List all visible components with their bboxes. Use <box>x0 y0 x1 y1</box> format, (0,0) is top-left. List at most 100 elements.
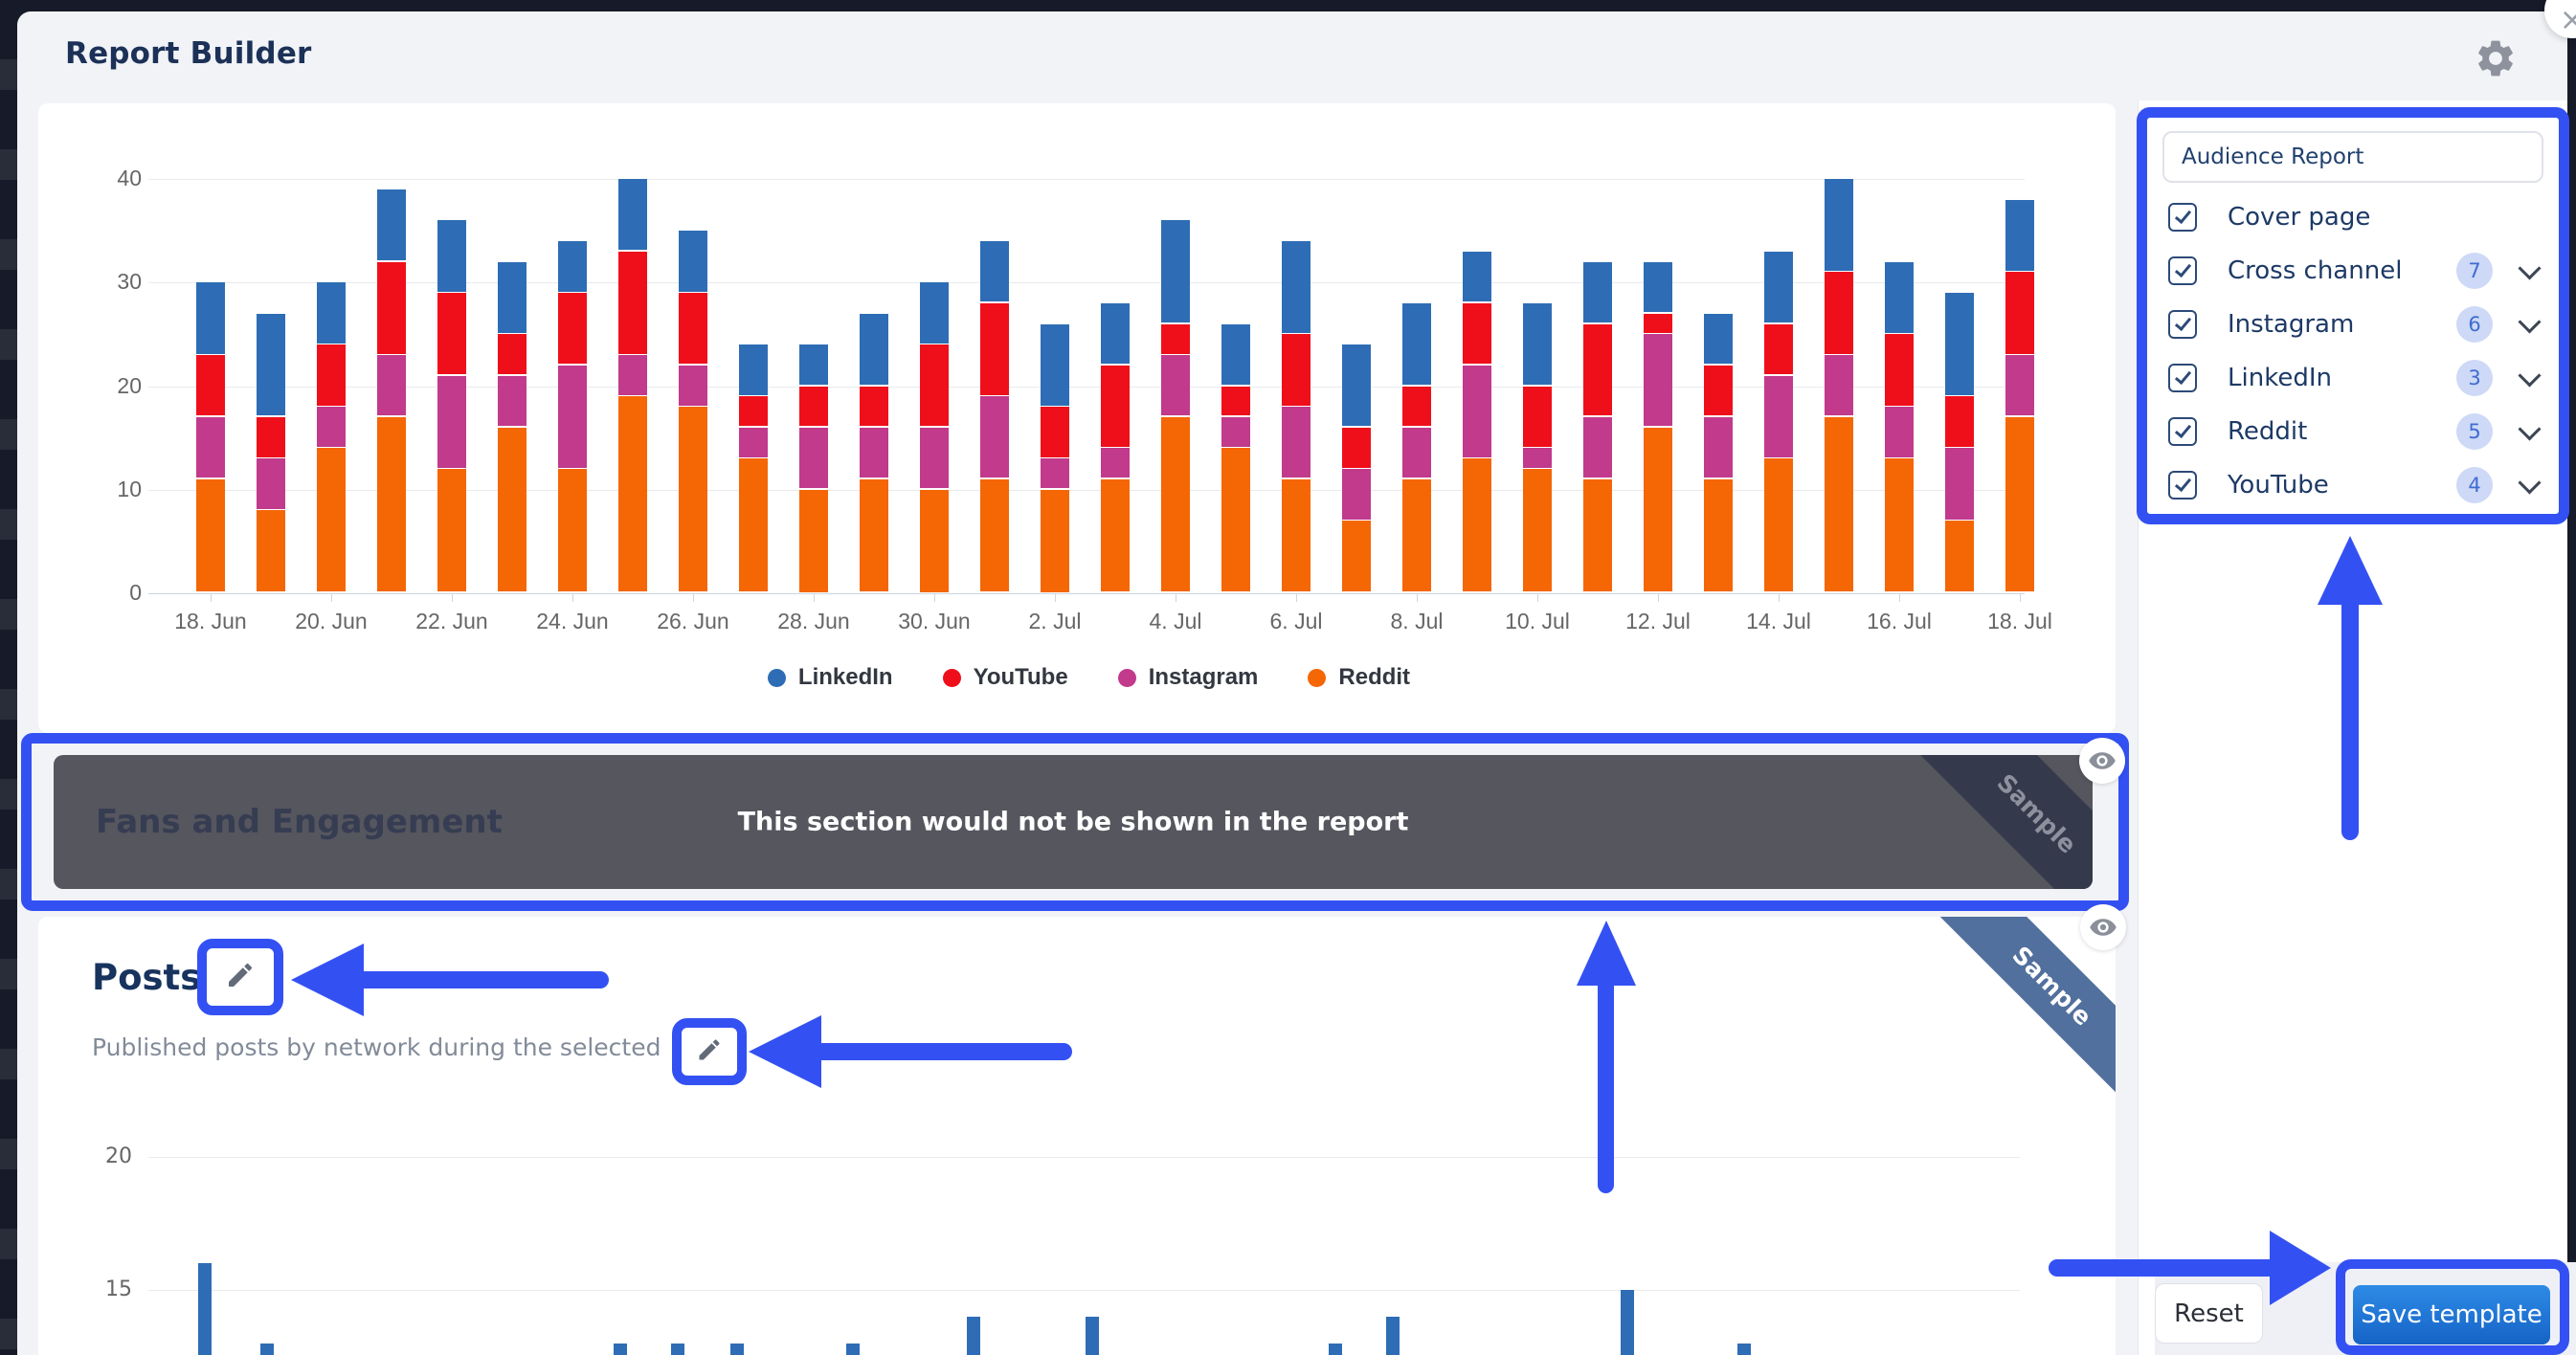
x-axis-tick <box>934 593 935 602</box>
legend-swatch <box>1117 668 1136 687</box>
edit-pencil-icon[interactable] <box>225 960 256 994</box>
x-axis-tick <box>2020 593 2021 602</box>
page-title: Report Builder <box>65 36 312 71</box>
bar-segment-instagram <box>1704 416 1733 478</box>
chevron-down-icon[interactable] <box>2518 363 2542 388</box>
chevron-down-icon[interactable] <box>2518 416 2542 441</box>
checkbox-reddit[interactable] <box>2168 417 2197 446</box>
legend-item-linkedin[interactable]: LinkedIn <box>767 664 893 691</box>
bar-segment-reddit <box>980 478 1009 592</box>
y-axis-label: 40 <box>117 166 142 190</box>
posts-bar <box>260 1343 275 1355</box>
checkbox-youtube[interactable] <box>2168 471 2197 500</box>
toggle-visibility-eye-icon[interactable] <box>2079 738 2125 784</box>
bar-segment-linkedin <box>1583 261 1612 323</box>
bar-segment-instagram <box>377 355 406 416</box>
posts-bar <box>671 1343 685 1355</box>
bar-segment-instagram <box>799 427 828 489</box>
section-label: Cover page <box>2228 203 2371 232</box>
bar-segment-instagram <box>558 365 587 468</box>
bar-segment-youtube <box>257 416 285 457</box>
x-axis-label: 4. Jul <box>1149 609 1202 633</box>
bar-segment-instagram <box>498 375 526 427</box>
count-badge: 3 <box>2456 360 2493 396</box>
posts-section-description: Published posts by network during the se… <box>92 1033 661 1061</box>
bar-segment-youtube <box>1583 323 1612 416</box>
bar-segment-youtube <box>1825 272 1853 354</box>
x-axis-label: 6. Jul <box>1269 609 1323 633</box>
posts-bar <box>197 1263 212 1355</box>
bar-segment-linkedin <box>1342 344 1371 427</box>
posts-bar <box>1085 1316 1099 1355</box>
y-axis-label: 20 <box>105 1144 132 1168</box>
legend-item-instagram[interactable]: Instagram <box>1117 664 1258 691</box>
bar-segment-instagram <box>860 427 888 478</box>
report-name-input[interactable] <box>2162 131 2543 183</box>
checkbox-linkedin[interactable] <box>2168 364 2197 392</box>
bar-segment-reddit <box>377 416 406 592</box>
bar-segment-youtube <box>1523 386 1552 447</box>
modal-header: Report Builder <box>17 11 2567 101</box>
bar-segment-linkedin <box>1221 323 1250 385</box>
posts-bar <box>1386 1316 1400 1355</box>
bar-segment-reddit <box>1583 478 1612 592</box>
section-row-linkedin[interactable]: LinkedIn 3 <box>2147 351 2559 405</box>
bar-segment-instagram <box>1945 448 1974 520</box>
bar-segment-reddit <box>618 396 647 592</box>
section-row-cross-channel[interactable]: Cross channel 7 <box>2147 244 2559 298</box>
toggle-visibility-eye-icon[interactable] <box>2080 904 2126 950</box>
bar-segment-youtube <box>1221 386 1250 416</box>
bar-segment-instagram <box>1282 407 1310 478</box>
bar-segment-instagram <box>1523 448 1552 468</box>
bar-segment-youtube <box>679 293 707 365</box>
checkbox-cross-channel[interactable] <box>2168 256 2197 285</box>
chevron-down-icon[interactable] <box>2518 309 2542 334</box>
x-axis-tick <box>572 593 573 602</box>
x-axis-label: 18. Jul <box>1987 609 2052 633</box>
section-row-reddit[interactable]: Reddit 5 <box>2147 405 2559 458</box>
bar-segment-reddit <box>317 448 346 592</box>
settings-gear-icon[interactable] <box>2474 36 2518 80</box>
posts-bar <box>845 1343 860 1355</box>
edit-pencil-icon[interactable] <box>696 1036 723 1067</box>
section-row-cover-page[interactable]: Cover page <box>2147 190 2559 244</box>
x-axis-label: 28. Jun <box>777 609 850 633</box>
posts-bar <box>1736 1343 1751 1355</box>
count-badge: 4 <box>2456 467 2493 503</box>
checkbox-instagram[interactable] <box>2168 310 2197 339</box>
bar-segment-instagram <box>317 407 346 447</box>
legend-label: Reddit <box>1338 664 1411 690</box>
bar-segment-youtube <box>1764 323 1793 375</box>
bar-segment-youtube <box>1463 302 1491 365</box>
legend-item-youtube[interactable]: YouTube <box>942 664 1068 691</box>
bar-segment-instagram <box>1402 427 1431 478</box>
sample-ribbon-dark: Sample <box>1901 755 2093 889</box>
bar-segment-linkedin <box>618 179 647 251</box>
chart-gridline <box>148 1290 2020 1291</box>
bar-segment-instagram <box>739 427 768 457</box>
reset-button[interactable]: Reset <box>2155 1283 2263 1344</box>
bar-segment-linkedin <box>1161 220 1190 323</box>
chevron-down-icon[interactable] <box>2518 255 2542 280</box>
section-row-youtube[interactable]: YouTube 4 <box>2147 458 2559 512</box>
chart-gridline <box>148 179 2025 180</box>
save-template-button[interactable]: Save template <box>2353 1285 2550 1344</box>
bar-segment-instagram <box>980 396 1009 478</box>
bar-segment-reddit <box>860 478 888 592</box>
chevron-down-icon[interactable] <box>2518 470 2542 495</box>
bar-segment-youtube <box>1945 396 1974 447</box>
posts-bar <box>1620 1290 1634 1355</box>
legend-item-reddit[interactable]: Reddit <box>1308 664 1410 691</box>
bar-segment-instagram <box>1101 448 1130 478</box>
legend-label: YouTube <box>973 664 1068 690</box>
chart-gridline <box>148 386 2025 388</box>
x-axis-tick <box>1055 593 1056 602</box>
bar-segment-youtube <box>618 251 647 354</box>
x-axis-label: 22. Jun <box>415 609 488 633</box>
bar-segment-reddit <box>1523 469 1552 592</box>
checkbox-cover-page[interactable] <box>2168 203 2197 232</box>
bar-segment-youtube <box>377 261 406 354</box>
bar-segment-reddit <box>196 478 225 592</box>
bar-segment-linkedin <box>1101 302 1130 365</box>
section-row-instagram[interactable]: Instagram 6 <box>2147 298 2559 351</box>
